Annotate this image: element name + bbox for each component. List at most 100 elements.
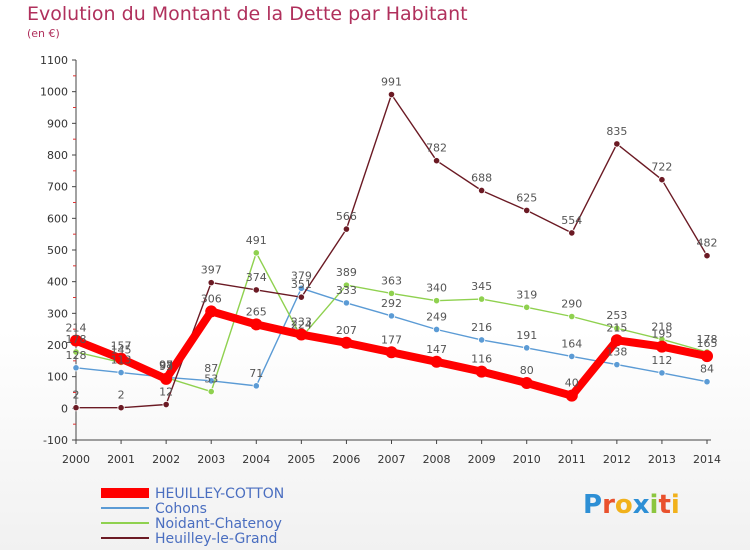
- data-point: [342, 281, 351, 289]
- data-label: 40: [565, 377, 579, 390]
- data-point: [342, 299, 351, 307]
- chart-title: Evolution du Montant de la Dette par Hab…: [27, 3, 468, 25]
- data-label: 191: [516, 329, 537, 342]
- data-point: [387, 289, 396, 297]
- data-label: 80: [520, 364, 534, 377]
- data-label: 290: [561, 298, 582, 311]
- data-label: 2: [118, 389, 125, 402]
- data-label: 112: [651, 354, 672, 367]
- data-label: 566: [336, 210, 357, 223]
- x-tick-label: 2014: [693, 453, 721, 466]
- x-tick-label: 2003: [197, 453, 225, 466]
- proxiti-logo: Proxiti: [583, 490, 680, 520]
- data-point: [703, 378, 711, 386]
- y-tick-label: -100: [43, 434, 68, 447]
- logo-letter: o: [614, 490, 633, 520]
- x-tick-label: 2013: [648, 453, 676, 466]
- data-label: 233: [291, 316, 312, 329]
- data-label: 218: [651, 320, 672, 333]
- data-point: [655, 340, 668, 353]
- data-label: 128: [66, 349, 87, 362]
- data-label: 157: [111, 340, 132, 353]
- y-tick-label: 100: [47, 371, 68, 384]
- data-label: 292: [381, 297, 402, 310]
- data-label: 688: [471, 171, 492, 184]
- unit-label: (en €): [27, 27, 60, 40]
- data-label: 164: [561, 337, 582, 350]
- data-label: 351: [291, 278, 312, 291]
- data-label: 165: [697, 337, 718, 350]
- y-tick-label: 900: [47, 117, 68, 130]
- data-label: 265: [246, 305, 267, 318]
- data-point: [342, 225, 351, 233]
- data-label: 71: [249, 367, 263, 380]
- logo-letter: x: [632, 490, 650, 520]
- data-point: [72, 404, 80, 412]
- data-point: [568, 352, 576, 360]
- data-label: 554: [561, 214, 582, 227]
- data-point: [701, 350, 713, 363]
- data-label: 12: [159, 386, 173, 399]
- y-tick-label: 300: [47, 307, 68, 320]
- logo-letter: i: [670, 490, 680, 520]
- x-tick-label: 2009: [468, 453, 496, 466]
- y-tick-label: 200: [47, 339, 68, 352]
- data-label: 215: [606, 321, 627, 334]
- y-tick-label: 500: [47, 244, 68, 257]
- data-label: 306: [201, 292, 222, 305]
- data-label: 345: [471, 280, 492, 293]
- data-label: 340: [426, 282, 447, 295]
- y-tick-label: 1100: [40, 54, 68, 67]
- data-label: 87: [204, 362, 218, 375]
- data-label: 145: [111, 343, 132, 356]
- data-label: 482: [697, 237, 718, 250]
- data-point: [613, 140, 621, 148]
- data-point: [252, 382, 260, 390]
- data-label: 224: [291, 318, 312, 331]
- logo-letter: P: [583, 490, 603, 520]
- data-point: [475, 365, 488, 378]
- data-label: 625: [516, 191, 537, 204]
- data-label: 991: [381, 76, 402, 89]
- logo-letter: t: [658, 490, 671, 520]
- data-point: [70, 334, 82, 347]
- y-tick-label: 800: [47, 149, 68, 162]
- data-label: 97: [159, 359, 173, 372]
- x-tick-label: 2001: [107, 453, 135, 466]
- data-label: 195: [651, 328, 672, 341]
- data-label: 98: [159, 358, 173, 371]
- data-point: [478, 295, 486, 303]
- logo-letter: r: [602, 490, 615, 520]
- data-point: [252, 286, 260, 294]
- data-label: 249: [426, 310, 447, 323]
- data-point: [568, 312, 576, 321]
- data-point: [115, 352, 128, 365]
- legend-label: Cohons: [155, 501, 207, 517]
- data-label: 113: [111, 354, 132, 367]
- legend-label: Heuilley-le-Grand: [155, 531, 277, 547]
- data-label: 178: [697, 333, 718, 346]
- data-point: [117, 404, 125, 412]
- data-point: [703, 252, 711, 260]
- y-tick-label: 700: [47, 181, 68, 194]
- data-label: 722: [651, 161, 672, 174]
- data-point: [478, 336, 486, 344]
- x-tick-label: 2010: [513, 453, 541, 466]
- data-label: 363: [381, 274, 402, 287]
- data-label: 2: [73, 389, 80, 402]
- data-point: [117, 368, 125, 377]
- data-label: 782: [426, 142, 447, 155]
- data-label: 379: [291, 269, 312, 282]
- data-label: 53: [204, 373, 218, 386]
- data-point: [162, 400, 170, 409]
- legend-label: HEUILLEY-COTTON: [155, 486, 284, 502]
- data-label: 178: [66, 333, 87, 346]
- data-point: [523, 206, 531, 215]
- x-tick-label: 2000: [62, 453, 90, 466]
- data-point: [478, 186, 486, 195]
- data-point: [658, 369, 666, 377]
- data-label: 835: [606, 125, 627, 138]
- x-tick-label: 2008: [423, 453, 451, 466]
